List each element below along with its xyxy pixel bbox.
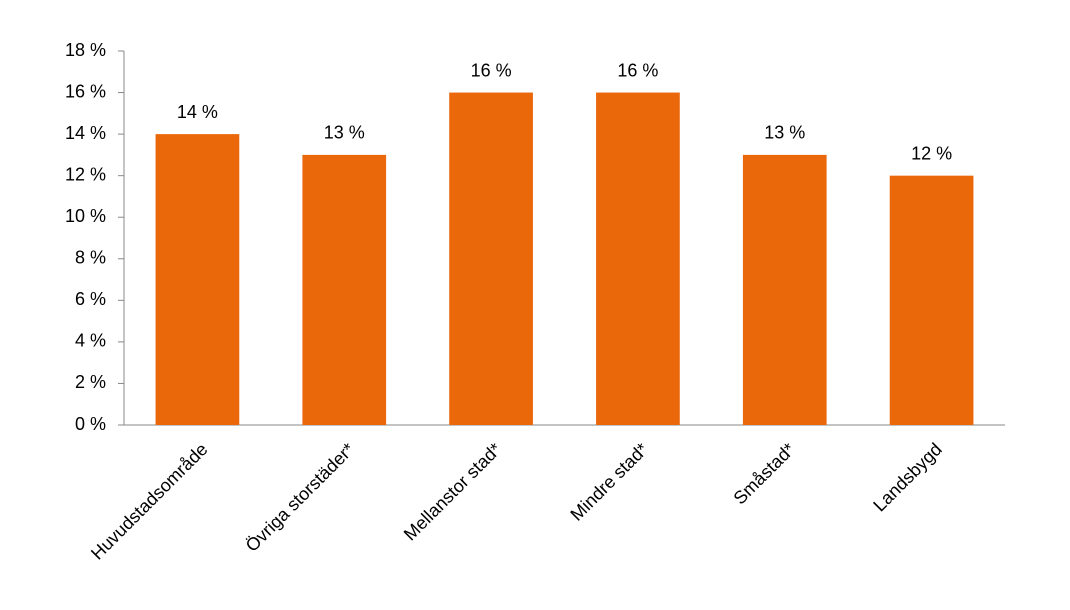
y-tick-label: 0 % [75,414,106,434]
value-label: 13 % [764,123,805,143]
value-label: 12 % [911,143,952,163]
x-tick-label: Huvudstadsområde [87,439,212,564]
y-tick-label: 8 % [75,248,106,268]
value-label: 13 % [324,123,365,143]
y-tick-label: 2 % [75,372,106,392]
x-tick-label: Övriga storstäder* [242,439,359,556]
y-tick-label: 14 % [65,123,106,143]
x-tick-label: Mindre stad* [566,439,652,525]
y-tick-label: 12 % [65,164,106,184]
bar [889,175,974,425]
x-tick-label: Mellanstor stad* [400,439,505,544]
bar [596,92,680,426]
bar [155,134,240,425]
y-tick-label: 18 % [65,40,106,60]
y-tick-label: 4 % [75,331,106,351]
bar [302,154,387,425]
value-label: 16 % [617,60,658,80]
bar [742,154,827,425]
y-tick-label: 16 % [65,81,106,101]
x-tick-label: Småstad* [730,439,799,508]
x-tick-label: Landsbygd [869,439,945,515]
y-tick-label: 6 % [75,289,106,309]
value-label: 16 % [471,60,512,80]
value-label: 14 % [177,102,218,122]
bar [449,92,533,426]
y-tick-label: 10 % [65,206,106,226]
